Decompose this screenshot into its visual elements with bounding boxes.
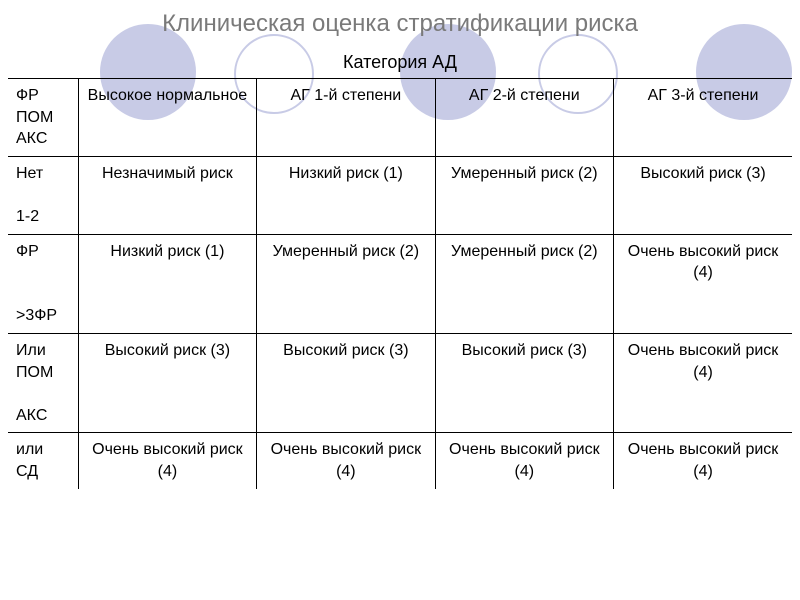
- table-cell: Умеренный риск (2): [435, 156, 613, 234]
- row-header: ФР >3ФР: [8, 234, 78, 333]
- page-title: Клиническая оценка стратификации риска: [0, 10, 800, 38]
- subtitle: Категория АД: [0, 52, 800, 73]
- row-header: ФР ПОМ АКС: [8, 79, 78, 157]
- row-header: Нет 1-2: [8, 156, 78, 234]
- table-cell: Высокий риск (3): [614, 156, 792, 234]
- col-header: АГ 1-й степени: [257, 79, 435, 157]
- table-cell: Высокий риск (3): [435, 333, 613, 432]
- table-cell: Незначимый риск: [78, 156, 256, 234]
- table-cell: Очень высокий риск (4): [614, 234, 792, 333]
- table-cell: Очень высокий риск (4): [614, 433, 792, 489]
- table-cell: Очень высокий риск (4): [257, 433, 435, 489]
- table-cell: Очень высокий риск (4): [614, 333, 792, 432]
- table-cell: Умеренный риск (2): [257, 234, 435, 333]
- col-header: АГ 3-й степени: [614, 79, 792, 157]
- risk-table: ФР ПОМ АКСВысокое нормальноеАГ 1-й степе…: [8, 78, 792, 489]
- table-cell: Очень высокий риск (4): [78, 433, 256, 489]
- col-header: Высокое нормальное: [78, 79, 256, 157]
- table-cell: Умеренный риск (2): [435, 234, 613, 333]
- table-cell: Низкий риск (1): [257, 156, 435, 234]
- row-header: или СД: [8, 433, 78, 489]
- row-header: Или ПОМ АКС: [8, 333, 78, 432]
- col-header: АГ 2-й степени: [435, 79, 613, 157]
- table-cell: Высокий риск (3): [78, 333, 256, 432]
- table-cell: Очень высокий риск (4): [435, 433, 613, 489]
- table-cell: Высокий риск (3): [257, 333, 435, 432]
- table-cell: Низкий риск (1): [78, 234, 256, 333]
